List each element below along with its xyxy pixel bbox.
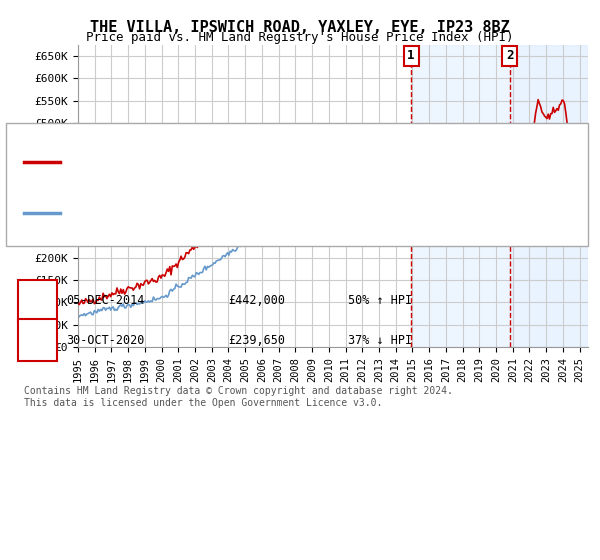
Bar [411, 45, 588, 347]
Bar [510, 45, 588, 347]
Text: 50% ↑ HPI: 50% ↑ HPI [348, 295, 412, 307]
Text: HPI: Average price, detached house, Mid Suffolk: HPI: Average price, detached house, Mid … [72, 205, 407, 218]
Text: £442,000: £442,000 [228, 295, 285, 307]
Text: 30-OCT-2020: 30-OCT-2020 [66, 334, 145, 347]
Text: THE VILLA, IPSWICH ROAD, YAXLEY, EYE, IP23 8BZ (detached house): THE VILLA, IPSWICH ROAD, YAXLEY, EYE, IP… [72, 156, 521, 169]
Text: £239,650: £239,650 [228, 334, 285, 347]
Text: 1: 1 [34, 295, 41, 307]
Text: 37% ↓ HPI: 37% ↓ HPI [348, 334, 412, 347]
Text: 05-DEC-2014: 05-DEC-2014 [66, 295, 145, 307]
Text: Contains HM Land Registry data © Crown copyright and database right 2024.
This d: Contains HM Land Registry data © Crown c… [24, 386, 453, 408]
Text: 2: 2 [34, 334, 41, 347]
Text: THE VILLA, IPSWICH ROAD, YAXLEY, EYE, IP23 8BZ: THE VILLA, IPSWICH ROAD, YAXLEY, EYE, IP… [90, 20, 510, 35]
Text: 2: 2 [506, 49, 514, 63]
Text: 1: 1 [407, 49, 415, 63]
Text: Price paid vs. HM Land Registry's House Price Index (HPI): Price paid vs. HM Land Registry's House … [86, 31, 514, 44]
